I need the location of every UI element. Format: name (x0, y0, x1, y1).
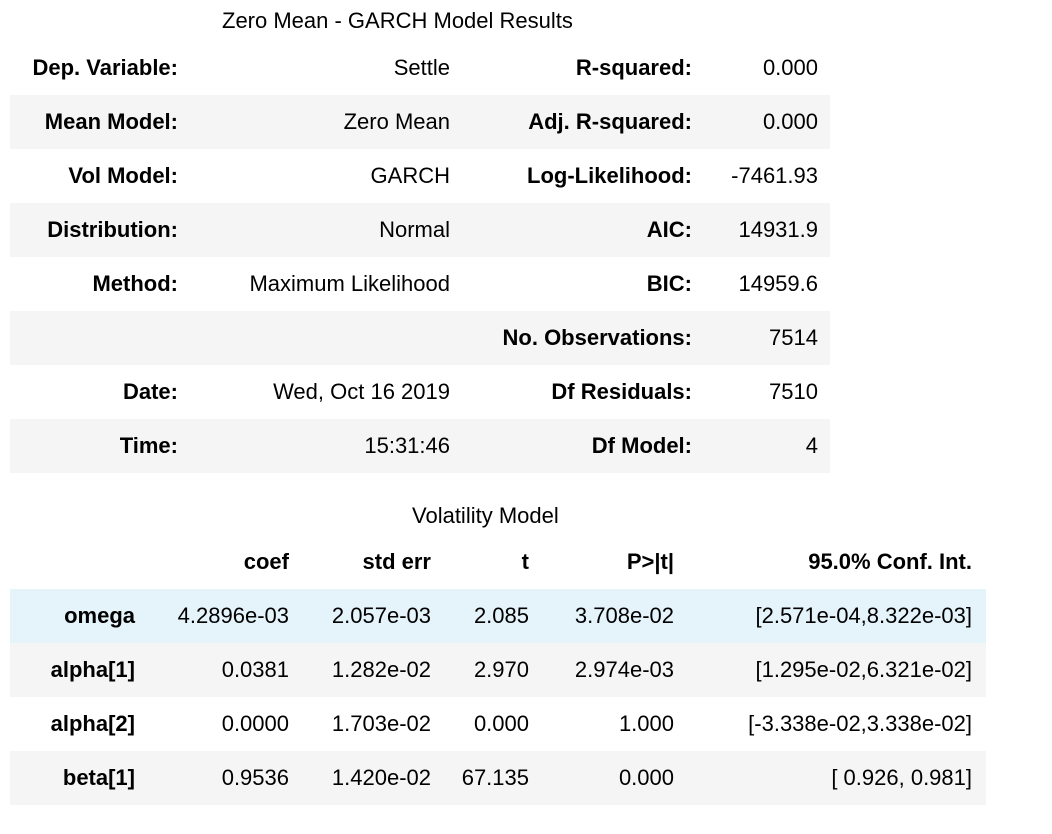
parameter-name: alpha[1] (10, 643, 135, 697)
parameter-name: alpha[2] (50, 711, 135, 736)
summary-label: Date: (122, 379, 178, 404)
column-header: coef (243, 549, 289, 574)
summary-value: Wed, Oct 16 2019 (273, 379, 450, 404)
summary-value: 7514 (692, 311, 830, 365)
t-cell: 2.970 (431, 643, 529, 697)
summary-value: Normal (194, 203, 450, 257)
summary-label: Df Model: (450, 419, 692, 473)
p-value-cell: 2.974e-03 (529, 643, 674, 697)
table-row: No. Observations: 7514 (10, 311, 830, 365)
table-row: beta[1] 0.9536 1.420e-02 67.135 0.000 [ … (10, 751, 986, 805)
column-header: t (521, 549, 529, 574)
parameter-name: beta[1] (10, 751, 135, 805)
summary-label: Adj. R-squared: (450, 95, 692, 149)
summary-label: Distribution: (10, 203, 194, 257)
coef-cell: 0.9536 (135, 751, 289, 805)
summary-label: Mean Model: (10, 95, 194, 149)
summary-value (194, 311, 450, 365)
summary-label: Method: (92, 271, 178, 296)
summary-value: 14959.6 (738, 271, 818, 296)
table-row: alpha[2] 0.0000 1.703e-02 0.000 1.000 [-… (10, 697, 986, 751)
column-header: P>|t| (626, 549, 674, 574)
summary-value: 0.000 (762, 55, 818, 80)
std-err-cell: 1.420e-02 (289, 751, 431, 805)
table-row: Dep. Variable: Settle R-squared: 0.000 (10, 41, 830, 95)
conf-int-cell: [-3.338e-02,3.338e-02] (748, 711, 972, 736)
table-row: Mean Model: Zero Mean Adj. R-squared: 0.… (10, 95, 830, 149)
table-header-row: coef std err t P>|t| 95.0% Conf. Int. (10, 535, 986, 589)
summary-label: Time: (10, 419, 194, 473)
table-row: Date: Wed, Oct 16 2019 Df Residuals: 751… (10, 365, 830, 419)
column-header: std err (362, 549, 431, 574)
column-header (10, 535, 135, 589)
table-row: Method: Maximum Likelihood BIC: 14959.6 (10, 257, 830, 311)
std-err-cell: 1.282e-02 (289, 643, 431, 697)
summary-value: -7461.93 (731, 163, 818, 188)
p-value-cell: 0.000 (529, 751, 674, 805)
table-row: Time: 15:31:46 Df Model: 4 (10, 419, 830, 473)
conf-int-cell: [2.571e-04,8.322e-03] (674, 589, 986, 643)
summary-value: GARCH (370, 163, 450, 188)
summary-label: Log-Likelihood: (527, 163, 692, 188)
conf-int-cell: [ 0.926, 0.981] (674, 751, 986, 805)
summary-label: Vol Model: (68, 163, 178, 188)
summary-label: BIC: (646, 271, 692, 296)
summary-value: 7510 (769, 379, 818, 404)
summary-value: Maximum Likelihood (249, 271, 450, 296)
table-row: Vol Model: GARCH Log-Likelihood: -7461.9… (10, 149, 830, 203)
summary-value: Settle (393, 55, 450, 80)
t-cell: 0.000 (473, 711, 529, 736)
coef-cell: 0.0381 (135, 643, 289, 697)
t-cell: 2.085 (431, 589, 529, 643)
std-err-cell: 2.057e-03 (289, 589, 431, 643)
summary-value: 0.000 (692, 95, 830, 149)
volatility-caption: Volatility Model (412, 503, 559, 528)
summary-label: Df Residuals: (551, 379, 692, 404)
summary-label: No. Observations: (450, 311, 692, 365)
coef-cell: 4.2896e-03 (135, 589, 289, 643)
p-value-cell: 3.708e-02 (529, 589, 674, 643)
coef-cell: 0.0000 (221, 711, 289, 736)
parameter-name: omega (10, 589, 135, 643)
summary-value: Zero Mean (194, 95, 450, 149)
table-row: omega 4.2896e-03 2.057e-03 2.085 3.708e-… (10, 589, 986, 643)
conf-int-cell: [1.295e-02,6.321e-02] (674, 643, 986, 697)
table-row: Distribution: Normal AIC: 14931.9 (10, 203, 830, 257)
summary-label: AIC: (450, 203, 692, 257)
summary-value: 4 (692, 419, 830, 473)
summary-value: 15:31:46 (194, 419, 450, 473)
summary-label: Dep. Variable: (32, 55, 178, 80)
column-header: 95.0% Conf. Int. (808, 549, 972, 574)
summary-value: 14931.9 (692, 203, 830, 257)
std-err-cell: 1.703e-02 (331, 711, 431, 736)
t-cell: 67.135 (431, 751, 529, 805)
summary-label (10, 311, 194, 365)
summary-caption: Zero Mean - GARCH Model Results (222, 8, 573, 33)
summary-label: R-squared: (575, 55, 692, 80)
summary-table: Dep. Variable: Settle R-squared: 0.000 M… (10, 41, 830, 473)
volatility-table: coef std err t P>|t| 95.0% Conf. Int. om… (10, 535, 986, 805)
table-row: alpha[1] 0.0381 1.282e-02 2.970 2.974e-0… (10, 643, 986, 697)
p-value-cell: 1.000 (618, 711, 674, 736)
